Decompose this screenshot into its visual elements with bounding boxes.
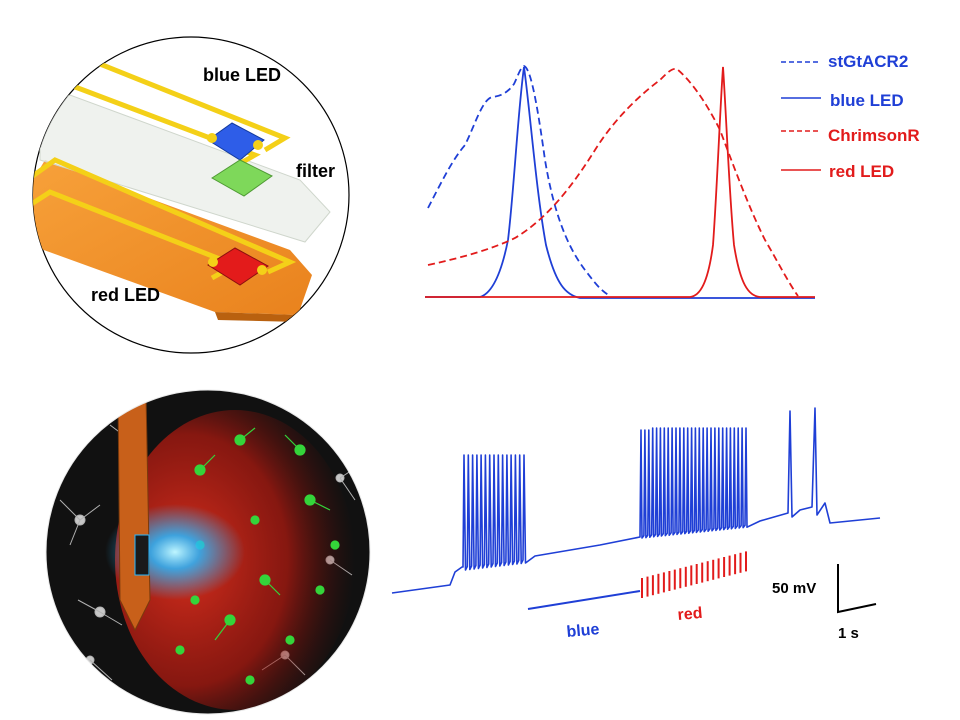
- red-led-chip: [207, 247, 269, 286]
- probe-shank: [117, 394, 151, 632]
- spectra-legend: stGtACR2 blue LED ChrimsonR red LED: [781, 52, 920, 181]
- blue-stimulus-bar: [527, 590, 641, 610]
- red-stimulus-pulses: [641, 551, 747, 598]
- filter-chip: [211, 159, 273, 197]
- stgtacr2-spectrum: [427, 65, 611, 297]
- chrimsonr-spectrum: [427, 67, 799, 297]
- blue-led-label: blue LED: [203, 65, 281, 85]
- legend-label-stgtacr2: stGtACR2: [828, 52, 908, 71]
- neuron-micrograph: [45, 389, 371, 715]
- recording-panel: blue red 50 mV 1 s: [391, 407, 881, 642]
- probe-led: [134, 534, 150, 576]
- membrane-potential-trace: [391, 407, 881, 594]
- blue-stimulus-label: blue: [566, 621, 600, 641]
- probe-schematic: blue LED filter red LED: [32, 36, 350, 354]
- legend-label-blue-led: blue LED: [830, 91, 904, 110]
- filter-label: filter: [296, 161, 335, 181]
- green-cells: [175, 427, 340, 685]
- membrane-trace: [391, 407, 881, 594]
- blue-led-chip: [207, 122, 265, 161]
- blue-led-spectrum: [425, 66, 815, 299]
- spectra-plot: stGtACR2 blue LED ChrimsonR red LED: [425, 52, 920, 299]
- scale-bar: [837, 564, 877, 614]
- legend-label-red-led: red LED: [829, 162, 894, 181]
- scale-time-label: 1 s: [838, 625, 859, 642]
- filter-layer: [39, 94, 331, 243]
- red-led-label: red LED: [91, 285, 160, 305]
- legend-label-chrimsonr: ChrimsonR: [828, 126, 920, 145]
- red-led-spectrum: [425, 66, 815, 298]
- scale-voltage-label: 50 mV: [772, 580, 816, 597]
- red-stimulus-label: red: [677, 605, 703, 624]
